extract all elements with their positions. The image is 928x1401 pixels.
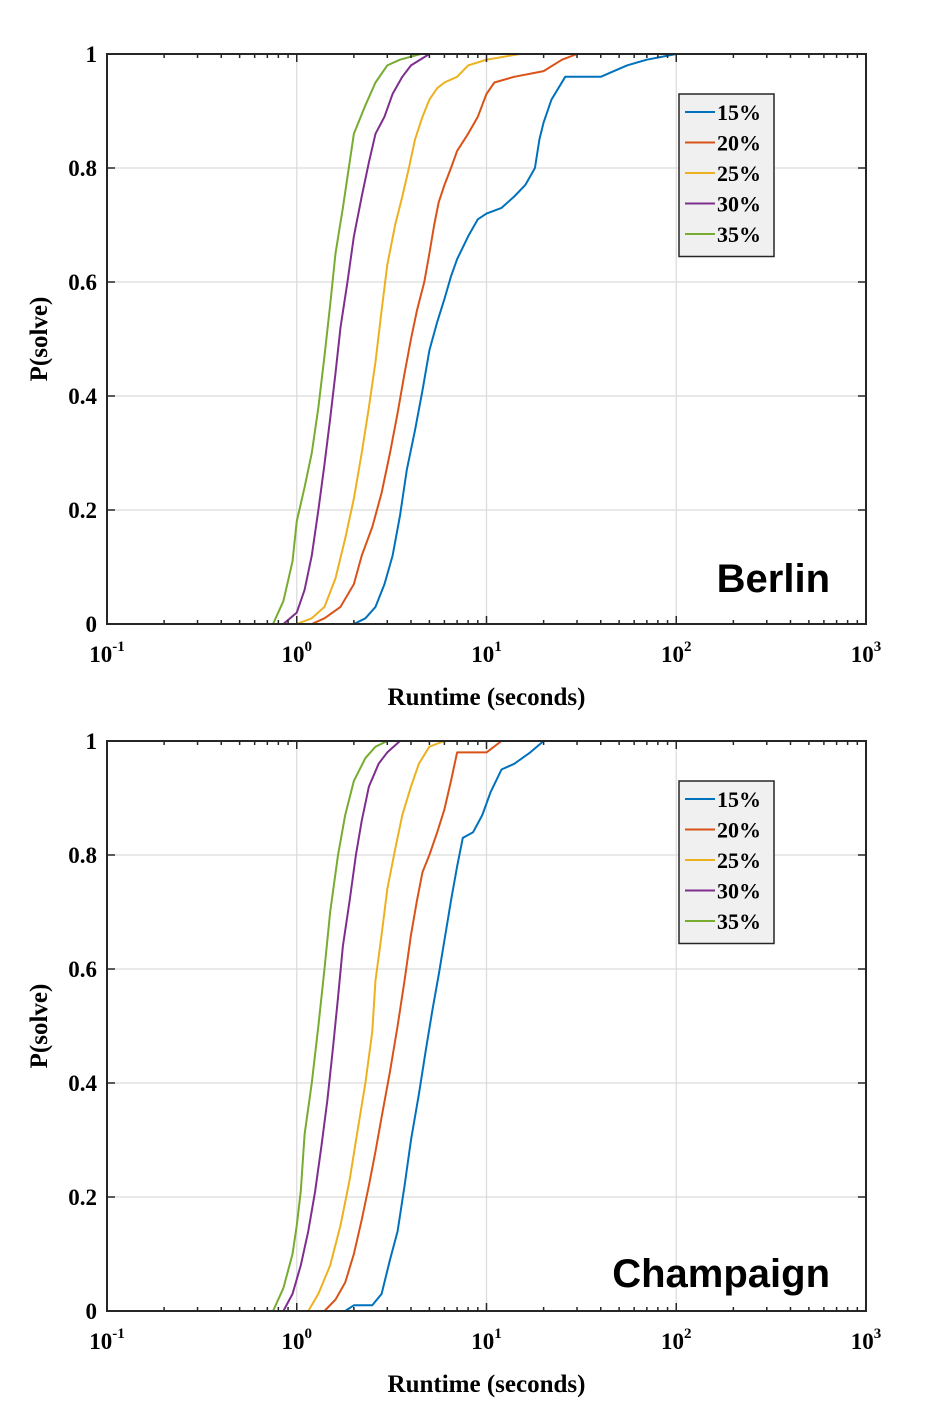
legend-label: 35% — [717, 222, 761, 247]
legend-box — [678, 780, 775, 945]
city-annotation: Berlin — [717, 557, 830, 601]
y-tick-label: 0 — [86, 612, 98, 637]
panel-champaign: 0 0.2 0.4 0.6 0.8 1 10-1 100 101 102 103 Runtime … — [26, 729, 881, 1398]
tick-marks — [106, 740, 866, 1312]
legend: 15% 20% 25% 30% 35% — [678, 93, 775, 258]
y-axis-title: P(solve) — [26, 297, 53, 382]
y-tick-label: 0 — [86, 1299, 98, 1324]
y-axis-title: P(solve) — [26, 984, 53, 1069]
x-tick-label: 10-1 — [89, 1326, 125, 1354]
grid — [107, 54, 866, 624]
series-line-20pct — [107, 53, 866, 625]
series-line-20pct — [107, 740, 866, 1312]
y-tick-label: 0.6 — [68, 957, 97, 982]
series-line-15pct — [107, 53, 866, 625]
x-tick-labels: 10-1 100 101 102 103 — [89, 1326, 881, 1354]
series-line-30pct — [107, 53, 866, 625]
x-tick-label: 102 — [661, 1326, 692, 1354]
legend-box — [678, 93, 775, 258]
series-lines — [107, 53, 866, 625]
series-line-25pct — [107, 53, 866, 625]
y-tick-labels: 0 0.2 0.4 0.6 0.8 1 — [68, 42, 97, 637]
legend-label: 15% — [717, 787, 761, 812]
series-lines — [107, 740, 866, 1312]
y-tick-labels: 0 0.2 0.4 0.6 0.8 1 — [68, 729, 97, 1324]
series-line-15pct — [107, 740, 866, 1312]
y-tick-label: 0.6 — [68, 270, 97, 295]
legend-label: 20% — [717, 131, 761, 156]
city-annotation: Champaign — [612, 1252, 830, 1296]
series-line-30pct — [107, 740, 866, 1312]
y-tick-label: 0.2 — [68, 1185, 97, 1210]
legend-label: 15% — [717, 100, 761, 125]
series-line-35pct — [107, 53, 866, 625]
tick-marks — [106, 53, 866, 625]
y-tick-label: 1 — [86, 42, 98, 67]
x-axis-title: Runtime (seconds) — [388, 684, 586, 711]
y-tick-label: 0.4 — [68, 1071, 97, 1096]
y-tick-label: 0.8 — [68, 156, 97, 181]
y-tick-label: 1 — [86, 729, 98, 754]
legend: 15% 20% 25% 30% 35% — [678, 780, 775, 945]
series-line-25pct — [107, 740, 866, 1312]
legend-label: 30% — [717, 192, 761, 217]
x-tick-label: 100 — [282, 639, 313, 667]
x-tick-label: 103 — [851, 639, 882, 667]
legend-label: 25% — [717, 848, 761, 873]
x-tick-labels: 10-1 100 101 102 103 — [89, 639, 881, 667]
legend-label: 30% — [717, 879, 761, 904]
x-tick-label: 100 — [282, 1326, 313, 1354]
x-tick-label: 102 — [661, 639, 692, 667]
legend-label: 20% — [717, 818, 761, 843]
legend-label: 35% — [717, 909, 761, 934]
legend-label: 25% — [717, 161, 761, 186]
panel-berlin: 0 0.2 0.4 0.6 0.8 1 10-1 100 101 102 103 Runtime … — [26, 42, 881, 711]
y-tick-label: 0.8 — [68, 843, 97, 868]
x-axis-title: Runtime (seconds) — [388, 1371, 586, 1398]
x-tick-label: 10-1 — [89, 639, 125, 667]
y-tick-label: 0.4 — [68, 384, 97, 409]
x-tick-label: 101 — [471, 1326, 502, 1354]
x-tick-label: 103 — [851, 1326, 882, 1354]
x-tick-label: 101 — [471, 639, 502, 667]
y-tick-label: 0.2 — [68, 498, 97, 523]
series-line-35pct — [107, 740, 866, 1312]
